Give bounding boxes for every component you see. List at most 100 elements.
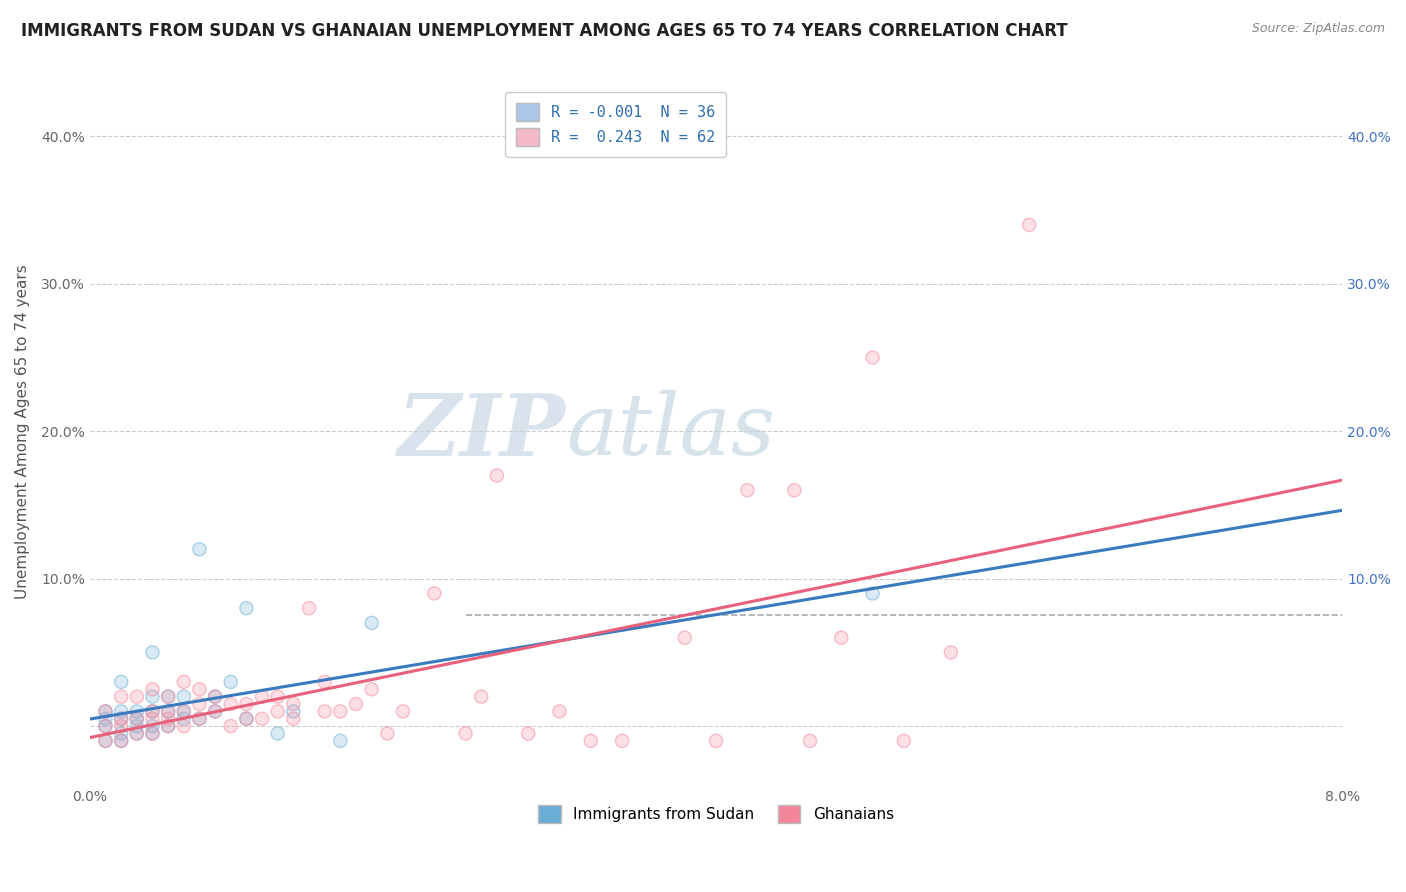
Point [517, 726, 540, 740]
Point [219, 674, 242, 689]
Point [235, 712, 257, 726]
Point [125, 719, 148, 733]
Point [267, 690, 290, 704]
Point [173, 712, 195, 726]
Point [235, 697, 257, 711]
Point [862, 586, 884, 600]
Point [579, 734, 602, 748]
Point [157, 705, 180, 719]
Point [1018, 218, 1040, 232]
Point [173, 705, 195, 719]
Point [157, 719, 180, 733]
Point [283, 697, 305, 711]
Point [314, 674, 336, 689]
Point [579, 734, 602, 748]
Point [204, 705, 226, 719]
Point [157, 705, 180, 719]
Point [110, 734, 132, 748]
Point [94, 734, 117, 748]
Point [110, 712, 132, 726]
Point [283, 712, 305, 726]
Point [141, 712, 163, 726]
Point [141, 726, 163, 740]
Point [344, 697, 367, 711]
Point [141, 726, 163, 740]
Point [125, 712, 148, 726]
Point [157, 690, 180, 704]
Point [267, 726, 290, 740]
Point [235, 697, 257, 711]
Point [360, 615, 382, 630]
Point [470, 690, 492, 704]
Point [204, 705, 226, 719]
Point [360, 615, 382, 630]
Point [173, 705, 195, 719]
Point [110, 712, 132, 726]
Point [94, 705, 117, 719]
Y-axis label: Unemployment Among Ages 65 to 74 years: Unemployment Among Ages 65 to 74 years [15, 264, 30, 599]
Text: atlas: atlas [565, 390, 775, 473]
Point [125, 705, 148, 719]
Point [862, 586, 884, 600]
Point [141, 712, 163, 726]
Point [1018, 218, 1040, 232]
Point [235, 712, 257, 726]
Point [470, 690, 492, 704]
Point [235, 712, 257, 726]
Point [141, 645, 163, 659]
Point [141, 705, 163, 719]
Point [939, 645, 962, 659]
Point [94, 719, 117, 733]
Point [314, 705, 336, 719]
Point [188, 697, 211, 711]
Point [157, 690, 180, 704]
Point [188, 542, 211, 557]
Point [517, 726, 540, 740]
Point [141, 690, 163, 704]
Point [204, 690, 226, 704]
Point [141, 690, 163, 704]
Point [157, 719, 180, 733]
Point [110, 734, 132, 748]
Point [250, 690, 273, 704]
Point [94, 719, 117, 733]
Point [423, 586, 446, 600]
Point [188, 712, 211, 726]
Point [141, 726, 163, 740]
Point [673, 631, 696, 645]
Point [94, 712, 117, 726]
Point [125, 690, 148, 704]
Point [485, 468, 508, 483]
Point [157, 712, 180, 726]
Point [110, 690, 132, 704]
Point [141, 682, 163, 697]
Point [204, 690, 226, 704]
Point [110, 674, 132, 689]
Point [157, 690, 180, 704]
Point [610, 734, 633, 748]
Point [219, 697, 242, 711]
Point [141, 645, 163, 659]
Point [173, 719, 195, 733]
Point [329, 734, 352, 748]
Point [188, 712, 211, 726]
Point [157, 690, 180, 704]
Point [173, 690, 195, 704]
Point [737, 483, 759, 498]
Point [454, 726, 477, 740]
Point [173, 719, 195, 733]
Point [125, 726, 148, 740]
Point [110, 734, 132, 748]
Point [173, 712, 195, 726]
Point [250, 712, 273, 726]
Point [188, 712, 211, 726]
Point [267, 726, 290, 740]
Point [314, 674, 336, 689]
Point [219, 674, 242, 689]
Point [141, 705, 163, 719]
Point [110, 726, 132, 740]
Point [283, 712, 305, 726]
Point [298, 601, 321, 615]
Point [94, 705, 117, 719]
Point [157, 705, 180, 719]
